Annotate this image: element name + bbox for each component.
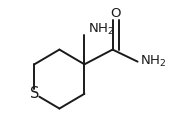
Text: NH$_2$: NH$_2$ [140,54,166,69]
Text: NH$_2$: NH$_2$ [88,22,114,37]
Text: S: S [30,86,39,101]
Text: O: O [111,7,121,20]
